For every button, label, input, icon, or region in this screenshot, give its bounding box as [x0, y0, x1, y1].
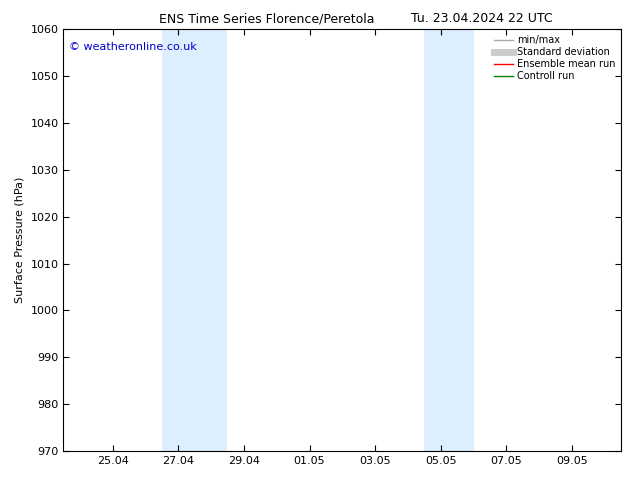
Legend: min/max, Standard deviation, Ensemble mean run, Controll run: min/max, Standard deviation, Ensemble me…: [489, 31, 619, 85]
Bar: [162, 29, 228, 451]
Text: © weatheronline.co.uk: © weatheronline.co.uk: [69, 42, 197, 52]
Text: Tu. 23.04.2024 22 UTC: Tu. 23.04.2024 22 UTC: [411, 12, 553, 25]
Y-axis label: Surface Pressure (hPa): Surface Pressure (hPa): [15, 177, 25, 303]
Text: ENS Time Series Florence/Peretola: ENS Time Series Florence/Peretola: [158, 12, 374, 25]
Bar: [424, 29, 474, 451]
